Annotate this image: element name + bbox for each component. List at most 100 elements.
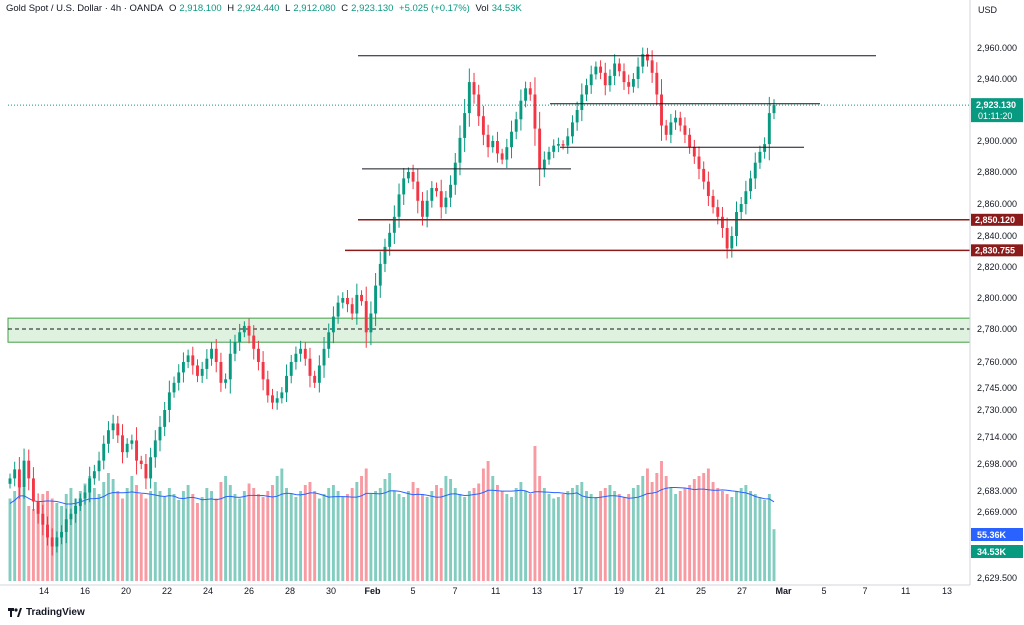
- time-tick-label: 5: [411, 586, 416, 596]
- volume-bar: [458, 494, 462, 581]
- price-tick-label: 2,880.000: [977, 167, 1017, 177]
- horizontal-levels[interactable]: [8, 55, 970, 252]
- close-label: C: [341, 3, 349, 14]
- price-tick-label: 2,820.000: [977, 262, 1017, 272]
- price-tick-label: 2,800.000: [977, 293, 1017, 303]
- volume-bar: [242, 491, 246, 581]
- volume-bar: [636, 485, 640, 581]
- volume-bar: [261, 497, 265, 581]
- candle-body: [435, 188, 438, 192]
- candle-body: [172, 382, 176, 393]
- candle-body: [331, 316, 335, 333]
- price-axis[interactable]: 2,960.0002,940.0002,920.0002,900.0002,88…: [0, 0, 1023, 586]
- volume-bar: [444, 476, 448, 581]
- candle-body: [313, 375, 317, 383]
- volume-bar: [317, 498, 321, 581]
- price-tick-label: 2,960.000: [977, 43, 1017, 53]
- candle-body: [645, 54, 649, 61]
- candle-body: [566, 136, 570, 146]
- candle-body: [364, 301, 368, 333]
- candle-body: [585, 85, 588, 95]
- candle-body: [453, 162, 457, 185]
- volume-bar: [514, 488, 518, 581]
- volume-bar: [275, 476, 279, 581]
- volume-bar: [547, 494, 551, 581]
- volume-bar: [697, 476, 701, 581]
- volume-bar: [158, 491, 162, 581]
- candle-body: [149, 457, 153, 479]
- candle-body: [496, 141, 499, 154]
- candle-body: [542, 159, 546, 169]
- price-tick-label: 2,629.500: [977, 573, 1017, 583]
- high-value: 2,924.440: [237, 3, 280, 14]
- volume-bar: [730, 497, 734, 581]
- time-tick-label: 16: [80, 586, 90, 596]
- volume-bar: [767, 494, 771, 581]
- volume-bar: [92, 488, 96, 581]
- time-axis[interactable]: 14 16 20 22 24 26 28 30 Feb 5 7 11 13 17 19 21 25 27 Mar 5 7…: [39, 586, 952, 596]
- candle-body: [256, 348, 260, 362]
- time-tick-label: 7: [863, 586, 868, 596]
- candle-body: [627, 82, 631, 87]
- price-tick-label: 2,683.000: [977, 486, 1017, 496]
- candle-body: [561, 144, 565, 146]
- volume-bar: [594, 497, 598, 581]
- candle-body: [228, 353, 232, 380]
- volume-bar: [660, 461, 663, 581]
- volume-bar: [271, 485, 274, 581]
- volume-bar: [758, 497, 762, 581]
- candle-body: [500, 153, 504, 160]
- candle-body: [538, 128, 542, 169]
- candle-body: [720, 216, 724, 228]
- price-tick-label: 2,745.000: [977, 383, 1017, 393]
- candle-body: [294, 353, 298, 362]
- price-tick-label: 2,940.000: [977, 74, 1017, 84]
- candle-body: [64, 519, 68, 532]
- candle-body: [702, 168, 706, 182]
- volume-bar: [74, 498, 78, 581]
- candle-body: [594, 66, 598, 75]
- volume-bar: [163, 497, 167, 581]
- volume-bar: [674, 494, 678, 581]
- candle-body: [355, 294, 359, 314]
- volume-bar: [561, 494, 565, 581]
- candle-body: [416, 181, 420, 201]
- volume-bar: [641, 476, 645, 581]
- volume-bar: [749, 491, 753, 581]
- volume-bar: [702, 473, 706, 581]
- change-value: +5.025 (+0.17%): [399, 3, 470, 14]
- time-tick-label: 30: [326, 586, 336, 596]
- time-tick-label: 22: [162, 586, 172, 596]
- volume-bar: [716, 488, 720, 581]
- volume-bar: [510, 497, 513, 581]
- volume-bar: [463, 497, 467, 581]
- time-tick-label: 26: [244, 586, 254, 596]
- candle-body: [322, 348, 326, 366]
- candle-body: [711, 196, 715, 208]
- level-lower-badge-bg: [971, 244, 1023, 257]
- volume-bar: [355, 482, 359, 581]
- candle-body: [617, 63, 621, 72]
- volume-bar: [256, 494, 260, 581]
- candle-body: [8, 478, 12, 484]
- candle-body: [683, 125, 687, 135]
- candle-body: [406, 172, 410, 179]
- candle-body: [692, 147, 696, 157]
- candle-body: [158, 426, 162, 441]
- candle-body: [472, 82, 476, 95]
- level-lower-badge: 2,830.755: [975, 245, 1015, 255]
- tradingview-brand[interactable]: TradingView: [8, 607, 85, 618]
- volume-bar: [13, 491, 17, 581]
- price-tick-label: 2,730.000: [977, 405, 1017, 415]
- volume-bar: [191, 494, 195, 581]
- candle-body: [88, 478, 92, 493]
- volume-bar: [683, 488, 687, 581]
- candlesticks: [8, 47, 776, 556]
- candle-body: [378, 263, 382, 286]
- time-tick-label: 25: [696, 586, 706, 596]
- price-tick-label: 2,840.000: [977, 231, 1017, 241]
- time-tick-label: 21: [655, 586, 665, 596]
- currency-label[interactable]: USD: [978, 5, 998, 15]
- volume-bar: [280, 468, 284, 581]
